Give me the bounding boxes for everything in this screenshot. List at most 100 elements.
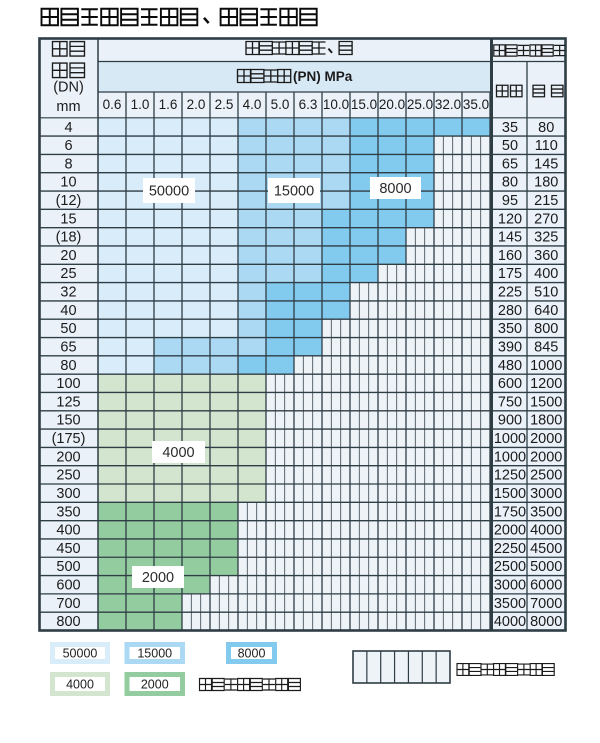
svg-text:800: 800 — [56, 614, 80, 630]
svg-text:20.0: 20.0 — [379, 97, 405, 112]
svg-text:145: 145 — [534, 156, 558, 172]
svg-text:4000: 4000 — [494, 614, 526, 630]
svg-text:1.0: 1.0 — [131, 97, 150, 112]
svg-text:8: 8 — [64, 156, 72, 172]
svg-text:280: 280 — [498, 303, 522, 319]
svg-text:1500: 1500 — [494, 486, 526, 502]
svg-text:1000: 1000 — [494, 431, 526, 447]
svg-text:180: 180 — [534, 175, 558, 191]
svg-text:6.3: 6.3 — [299, 97, 318, 112]
svg-text:3000: 3000 — [530, 486, 562, 502]
svg-text:(DN): (DN) — [53, 80, 84, 96]
svg-text:2250: 2250 — [494, 541, 526, 557]
svg-text:1000: 1000 — [494, 449, 526, 465]
svg-text:2000: 2000 — [142, 570, 174, 586]
svg-text:4.0: 4.0 — [243, 97, 262, 112]
svg-text:50: 50 — [502, 138, 518, 154]
svg-text:65: 65 — [502, 156, 518, 172]
svg-text:6000: 6000 — [530, 578, 562, 594]
svg-text:15000: 15000 — [137, 647, 172, 661]
svg-text:1250: 1250 — [494, 468, 526, 484]
svg-text:50000: 50000 — [149, 184, 189, 200]
svg-text:4: 4 — [64, 120, 72, 136]
svg-text:250: 250 — [56, 468, 80, 484]
svg-text:145: 145 — [498, 230, 522, 246]
svg-text:20: 20 — [60, 248, 76, 264]
svg-text:(18): (18) — [56, 230, 82, 246]
svg-text:270: 270 — [534, 211, 558, 227]
svg-text:500: 500 — [56, 559, 80, 575]
svg-text:700: 700 — [56, 596, 80, 612]
svg-text:2.5: 2.5 — [215, 97, 234, 112]
svg-text:600: 600 — [56, 578, 80, 594]
svg-text:400: 400 — [56, 523, 80, 539]
svg-text:3500: 3500 — [494, 596, 526, 612]
svg-text:215: 215 — [534, 193, 558, 209]
svg-text:1800: 1800 — [530, 413, 562, 429]
svg-text:360: 360 — [534, 248, 558, 264]
svg-text:900: 900 — [498, 413, 522, 429]
svg-text:mm: mm — [56, 99, 80, 115]
svg-text:32: 32 — [60, 285, 76, 301]
svg-text:50: 50 — [60, 321, 76, 337]
svg-text:80: 80 — [538, 120, 554, 136]
svg-text:1500: 1500 — [530, 394, 562, 410]
svg-text:120: 120 — [498, 211, 522, 227]
svg-text:5.0: 5.0 — [271, 97, 290, 112]
svg-text:1000: 1000 — [530, 358, 562, 374]
svg-text:225: 225 — [498, 285, 522, 301]
svg-text:0.6: 0.6 — [103, 97, 122, 112]
svg-text:750: 750 — [498, 394, 522, 410]
svg-text:2500: 2500 — [530, 468, 562, 484]
svg-text:2500: 2500 — [494, 559, 526, 575]
svg-text:400: 400 — [534, 266, 558, 282]
svg-text:32.0: 32.0 — [435, 97, 461, 112]
svg-text:1200: 1200 — [530, 376, 562, 392]
svg-text:325: 325 — [534, 230, 558, 246]
svg-text:800: 800 — [534, 321, 558, 337]
svg-text:175: 175 — [498, 266, 522, 282]
svg-text:7000: 7000 — [530, 596, 562, 612]
svg-text:2000: 2000 — [141, 678, 169, 692]
svg-text:8000: 8000 — [530, 614, 562, 630]
svg-text:5000: 5000 — [530, 559, 562, 575]
svg-text:80: 80 — [502, 175, 518, 191]
svg-text:6: 6 — [64, 138, 72, 154]
svg-text:100: 100 — [56, 376, 80, 392]
svg-text:40: 40 — [60, 303, 76, 319]
svg-text:2000: 2000 — [530, 431, 562, 447]
svg-text:95: 95 — [502, 193, 518, 209]
svg-text:(12): (12) — [56, 193, 82, 209]
svg-text:160: 160 — [498, 248, 522, 264]
svg-text:350: 350 — [56, 504, 80, 520]
svg-text:50000: 50000 — [63, 647, 98, 661]
svg-text:4000: 4000 — [162, 445, 194, 461]
svg-text:125: 125 — [56, 394, 80, 410]
svg-text:35.0: 35.0 — [463, 97, 489, 112]
svg-text:390: 390 — [498, 339, 522, 355]
svg-text:3500: 3500 — [530, 504, 562, 520]
svg-text:8000: 8000 — [238, 647, 266, 661]
svg-text:65: 65 — [60, 339, 76, 355]
svg-text:25.0: 25.0 — [407, 97, 433, 112]
svg-text:80: 80 — [60, 358, 76, 374]
svg-text:2.0: 2.0 — [187, 97, 206, 112]
svg-text:1750: 1750 — [494, 504, 526, 520]
svg-text:600: 600 — [498, 376, 522, 392]
svg-text:(175): (175) — [52, 431, 86, 447]
svg-text:15.0: 15.0 — [351, 97, 377, 112]
svg-text:25: 25 — [60, 266, 76, 282]
svg-text:(PN) MPa: (PN) MPa — [293, 69, 353, 84]
svg-text:10: 10 — [60, 175, 76, 191]
svg-text:4500: 4500 — [530, 541, 562, 557]
svg-text:150: 150 — [56, 413, 80, 429]
svg-text:10.0: 10.0 — [323, 97, 349, 112]
svg-text:510: 510 — [534, 285, 558, 301]
svg-text:35: 35 — [502, 120, 518, 136]
svg-text:450: 450 — [56, 541, 80, 557]
svg-text:640: 640 — [534, 303, 558, 319]
svg-text:1.6: 1.6 — [159, 97, 178, 112]
svg-text:200: 200 — [56, 449, 80, 465]
svg-text:4000: 4000 — [530, 523, 562, 539]
svg-text:110: 110 — [535, 138, 558, 154]
